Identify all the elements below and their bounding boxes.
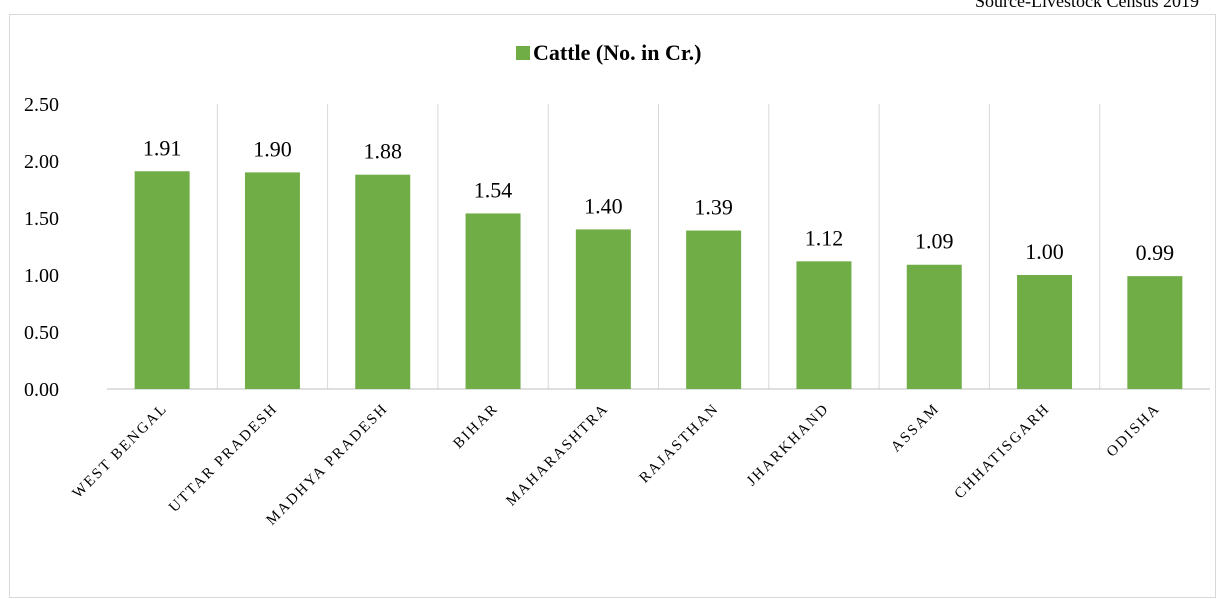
- data-label: 1.12: [805, 225, 844, 250]
- data-label: 1.91: [143, 135, 182, 160]
- legend-swatch: [516, 46, 530, 60]
- bar: [796, 261, 852, 389]
- x-tick-label: MADHYA PRADESH: [264, 401, 392, 529]
- chart-frame: [9, 14, 1216, 598]
- bars: [134, 171, 1183, 389]
- x-tick-label: UTTAR PRADESH: [166, 401, 281, 516]
- data-label: 1.39: [694, 195, 733, 220]
- x-tick-label: ODISHA: [1104, 401, 1164, 461]
- y-tick-labels: 0.00 0.50 1.00 1.50 2.00 2.50: [24, 94, 59, 401]
- data-label: 1.09: [915, 229, 954, 254]
- y-tick-label: 2.00: [24, 151, 59, 173]
- bar: [355, 174, 411, 389]
- y-tick-label: 2.50: [24, 94, 59, 116]
- bar: [575, 229, 631, 389]
- x-tick-label: CHHATISGARH: [952, 401, 1054, 503]
- grid-lines: [216, 104, 1101, 389]
- x-tick-label: WEST BENGAL: [70, 401, 171, 502]
- bar: [134, 171, 190, 389]
- data-labels: 1.91 1.90 1.88 1.54 1.40 1.39 1.12 1.09 1.00 0.99: [143, 135, 1174, 265]
- legend: Cattle (No. in Cr.): [516, 40, 701, 65]
- y-tick-label: 1.50: [24, 208, 59, 230]
- data-label: 1.40: [584, 193, 623, 218]
- source-note: Source-Livestock Census 2019: [975, 0, 1199, 11]
- x-tick-label: RAJASTHAN: [637, 401, 723, 487]
- bar: [1127, 276, 1183, 389]
- bar: [686, 230, 742, 389]
- data-label: 1.88: [364, 139, 403, 164]
- data-label: 0.99: [1136, 240, 1175, 265]
- data-label: 1.90: [253, 136, 292, 161]
- y-tick-label: 1.00: [24, 265, 59, 287]
- bar: [465, 213, 521, 389]
- bar: [244, 172, 300, 389]
- x-tick-label: ASSAM: [888, 401, 943, 456]
- y-tick-label: 0.50: [24, 322, 59, 344]
- legend-label: Cattle (No. in Cr.): [533, 40, 701, 65]
- bar: [1017, 275, 1073, 389]
- y-tick-label: 0.00: [24, 379, 59, 401]
- data-label: 1.00: [1025, 239, 1064, 264]
- x-tick-label: BIHAR: [450, 401, 501, 452]
- data-label: 1.54: [474, 177, 513, 202]
- x-tick-label: MAHARASHTRA: [503, 401, 612, 510]
- x-tick-label: JHARKHAND: [744, 401, 833, 490]
- bar: [906, 264, 962, 389]
